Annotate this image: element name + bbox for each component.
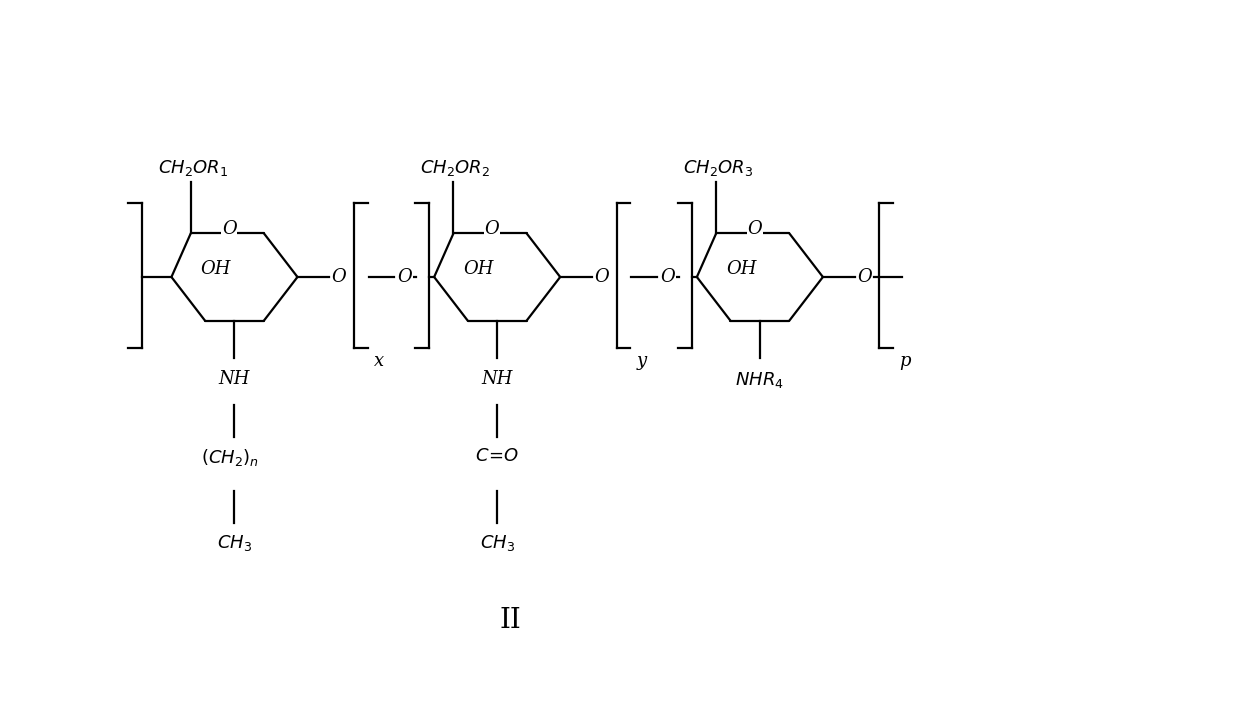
Text: y: y: [636, 352, 646, 370]
Text: $CH_3$: $CH_3$: [217, 533, 252, 553]
Text: $C\!=\!O$: $C\!=\!O$: [475, 447, 520, 465]
Text: $CH_3$: $CH_3$: [480, 533, 515, 553]
Text: O: O: [748, 221, 763, 238]
Text: OH: OH: [727, 260, 756, 277]
Text: OH: OH: [201, 260, 231, 277]
Text: O: O: [485, 221, 500, 238]
Text: O: O: [594, 268, 609, 286]
Text: $CH_2OR_2$: $CH_2OR_2$: [420, 158, 491, 178]
Text: x: x: [373, 352, 383, 370]
Text: O: O: [857, 268, 872, 286]
Text: $NHR_4$: $NHR_4$: [735, 370, 784, 390]
Text: NH: NH: [481, 370, 513, 388]
Text: $CH_2OR_3$: $CH_2OR_3$: [683, 158, 753, 178]
Text: O: O: [331, 268, 346, 286]
Text: p: p: [899, 352, 910, 370]
Text: O: O: [398, 268, 413, 286]
Text: NH: NH: [218, 370, 250, 388]
Text: $CH_2OR_1$: $CH_2OR_1$: [157, 158, 228, 178]
Text: II: II: [500, 606, 521, 633]
Text: OH: OH: [464, 260, 494, 277]
Text: $(CH_2)_n$: $(CH_2)_n$: [201, 447, 258, 468]
Text: O: O: [661, 268, 676, 286]
Text: O: O: [222, 221, 237, 238]
